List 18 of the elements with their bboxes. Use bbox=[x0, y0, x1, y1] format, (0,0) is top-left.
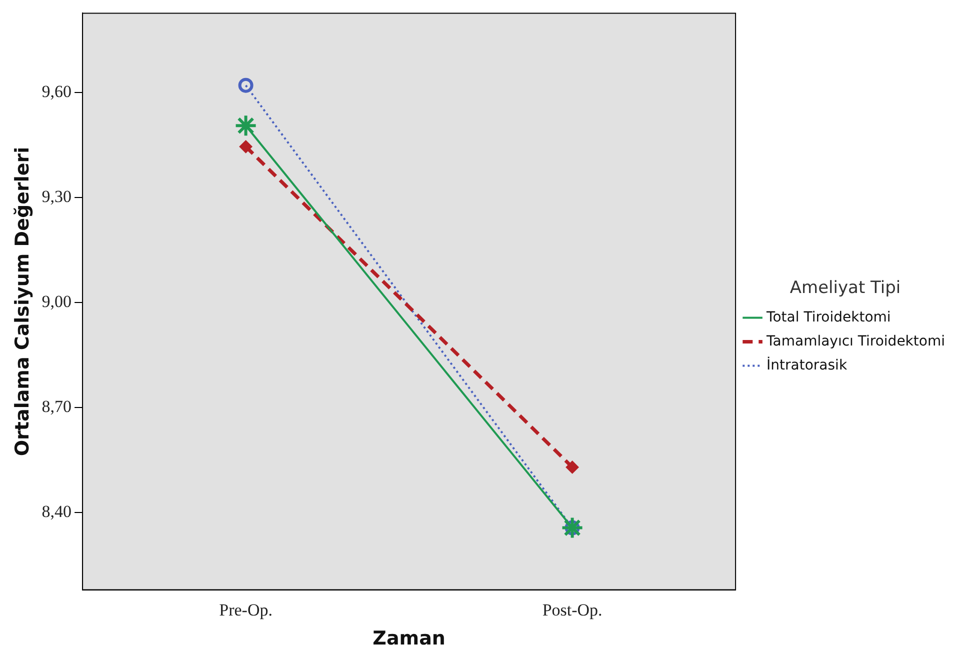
legend-label: Tamamlayıcı Tiroidektomi bbox=[766, 333, 945, 350]
y-axis-title: Ortalama Calsiyum Değerleri bbox=[11, 146, 34, 456]
legend-label: İntratorasik bbox=[766, 356, 848, 374]
point bbox=[560, 516, 584, 540]
y-tick-label: 9,00 bbox=[42, 292, 72, 312]
point bbox=[566, 460, 579, 474]
point bbox=[238, 78, 254, 93]
x-axis-title: Zaman bbox=[372, 628, 446, 650]
point bbox=[234, 114, 258, 138]
y-tick-label: 9,30 bbox=[42, 186, 72, 206]
x-tick-label: Pre-Op. bbox=[219, 600, 272, 620]
x-tick-label: Post-Op. bbox=[542, 600, 602, 620]
point bbox=[239, 140, 252, 154]
legend-title: Ameliyat Tipi bbox=[790, 278, 901, 298]
y-tick-label: 9,60 bbox=[42, 82, 72, 101]
y-tick-label: 8,40 bbox=[42, 502, 72, 522]
y-tick-label: 8,70 bbox=[42, 397, 72, 416]
legend-label: Total Tiroidektomi bbox=[766, 309, 891, 326]
